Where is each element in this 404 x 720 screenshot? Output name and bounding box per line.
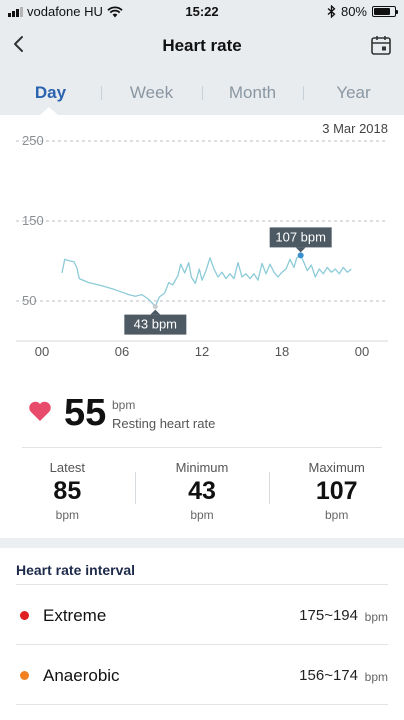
heart-rate-series-line: [61, 254, 352, 308]
stat-value: 85: [53, 477, 82, 505]
interval-range: 175~194: [299, 607, 358, 624]
resting-heart-rate-value: 55: [64, 392, 107, 434]
x-tick-label: 18: [275, 344, 289, 359]
stat-minimum: Minimum 43 bpm: [134, 458, 270, 528]
tab-year[interactable]: Year: [303, 70, 404, 115]
tab-month[interactable]: Month: [202, 70, 303, 115]
tab-week[interactable]: Week: [101, 70, 202, 115]
stat-value: 43: [188, 477, 216, 505]
resting-heart-rate-unit: bpm: [112, 398, 136, 412]
page-title: Heart rate: [162, 36, 242, 55]
stat-unit: bpm: [325, 508, 349, 522]
stat-label: Latest: [49, 460, 86, 475]
interval-name: Anaerobic: [43, 666, 120, 685]
stat-unit: bpm: [190, 508, 214, 522]
x-tick-label: 06: [115, 344, 129, 359]
min-callout-point: [152, 304, 158, 310]
max-callout-label: 107 bpm: [275, 229, 326, 244]
y-tick-label: 50: [22, 293, 36, 308]
heart-rate-chart[interactable]: 250 150 50 00 06 12 18 00 107 bpm 43 bpm: [0, 130, 404, 365]
interval-section-title: Heart rate interval: [16, 562, 136, 578]
divider: [22, 447, 382, 448]
interval-unit: bpm: [364, 610, 388, 624]
x-tick-label: 00: [355, 344, 369, 359]
divider: [16, 584, 388, 585]
interval-row-anaerobic[interactable]: Anaerobic 156~174 bpm: [16, 645, 388, 705]
max-callout-pointer: [295, 247, 306, 253]
interval-range: 156~174: [299, 667, 358, 684]
calendar-icon[interactable]: [370, 34, 392, 56]
interval-row-extreme[interactable]: Extreme 175~194 bpm: [16, 585, 388, 645]
stat-latest: Latest 85 bpm: [0, 458, 135, 528]
tab-day[interactable]: Day: [34, 83, 67, 102]
min-callout-pointer: [150, 309, 161, 315]
stat-label: Minimum: [175, 460, 229, 475]
heart-rate-stats: Latest 85 bpm Minimum 43 bpm Maximum 107…: [0, 458, 404, 528]
battery-icon: [372, 6, 398, 17]
stat-value: 107: [315, 477, 358, 505]
max-callout-box: [269, 227, 332, 248]
stat-label: Maximum: [308, 460, 365, 475]
heart-icon: [29, 401, 51, 421]
min-callout-box: [124, 314, 187, 335]
header: Heart rate: [0, 22, 404, 70]
status-bar: vodafone HU 15:22 80%: [0, 0, 404, 22]
y-tick-label: 150: [22, 213, 44, 228]
carrier-label: vodafone HU: [27, 4, 103, 19]
wifi-icon: [107, 5, 123, 17]
chart-date: 3 Mar 2018: [322, 121, 388, 136]
max-callout-point: [297, 252, 304, 259]
interval-name: Extreme: [43, 606, 107, 625]
zone-dot-icon: [20, 671, 29, 680]
status-right: 80%: [327, 4, 398, 19]
x-tick-label: 12: [195, 344, 209, 359]
battery-percent: 80%: [340, 4, 367, 19]
bluetooth-icon: [327, 5, 336, 18]
status-left: vodafone HU: [8, 4, 123, 19]
y-tick-label: 250: [22, 133, 44, 148]
stat-unit: bpm: [55, 508, 79, 522]
min-callout-label: 43 bpm: [134, 317, 177, 332]
interval-unit: bpm: [364, 670, 388, 684]
period-tabs: Day Week Month Year: [0, 70, 404, 115]
chevron-left-icon[interactable]: [8, 30, 34, 58]
stat-maximum: Maximum 107 bpm: [269, 458, 404, 528]
resting-heart-rate-label: Resting heart rate: [112, 416, 216, 431]
x-tick-label: 00: [35, 344, 49, 359]
signal-icon: [8, 6, 23, 17]
tab-active-indicator: [40, 107, 58, 115]
zone-dot-icon: [20, 611, 29, 620]
clock: 15:22: [185, 4, 219, 19]
section-separator: [0, 538, 404, 548]
